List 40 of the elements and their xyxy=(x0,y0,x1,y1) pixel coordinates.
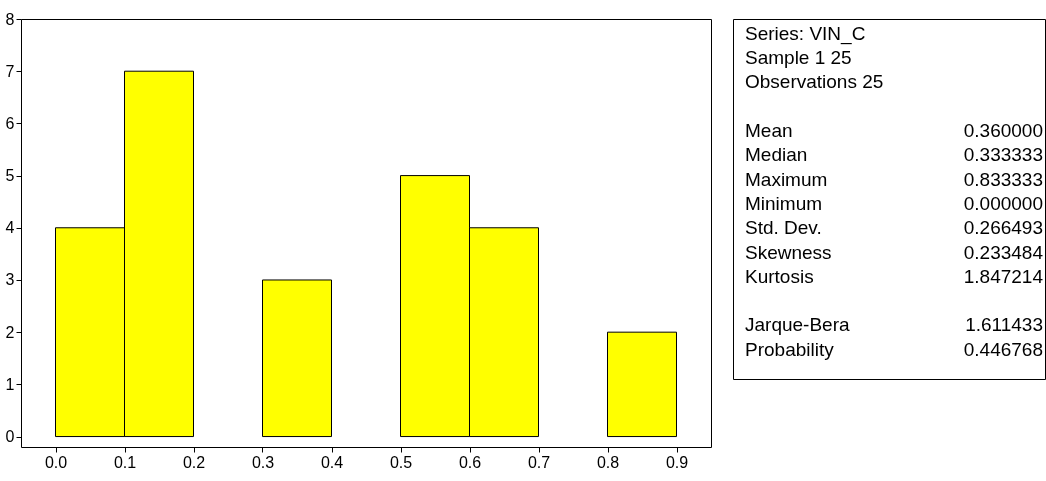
x-tick-label: 0.1 xyxy=(113,453,137,471)
x-tick-label: 0.5 xyxy=(389,453,413,471)
x-tick-label: 0.9 xyxy=(665,453,689,471)
x-tick-label: 0.4 xyxy=(320,453,344,471)
x-tick-label: 0.3 xyxy=(251,453,275,471)
x-tick-label: 0.8 xyxy=(596,453,620,471)
x-tick-label: 0.7 xyxy=(527,453,551,471)
y-tick-label: 4 xyxy=(5,219,15,237)
category-label: Kurtosis xyxy=(745,265,814,287)
category-label: Jarque-Bera xyxy=(745,314,850,336)
y-tick-label: 1 xyxy=(5,375,15,393)
y-tick-label: 8 xyxy=(5,10,15,28)
x-tick-label: 0.6 xyxy=(458,453,482,471)
category-label: Minimum xyxy=(745,192,823,214)
text: 1.611433 xyxy=(965,314,1043,336)
text: 0.333333 xyxy=(963,144,1043,166)
category-label: Median xyxy=(745,144,808,166)
category-label: Probability xyxy=(745,338,835,360)
text: 0.360000 xyxy=(963,119,1043,141)
category-label: Std. Dev. xyxy=(745,217,822,239)
y-tick-label: 2 xyxy=(5,323,15,341)
y-tick-label: 7 xyxy=(5,62,15,80)
text: Sample 1 25 xyxy=(745,46,852,68)
x-tick-label: 0.2 xyxy=(182,453,206,471)
text: 0.233484 xyxy=(963,241,1043,263)
text: Series: VIN_C xyxy=(745,22,866,45)
text: Observations 25 xyxy=(745,71,884,93)
text: 0.266493 xyxy=(963,217,1043,239)
category-label: Maximum xyxy=(745,168,828,190)
y-tick-label: 3 xyxy=(5,271,15,289)
y-tick-label: 0 xyxy=(5,428,15,446)
text: 0.000000 xyxy=(963,192,1043,214)
y-tick-label: 6 xyxy=(5,114,15,132)
text: 0.446768 xyxy=(963,338,1043,360)
y-tick-label: 5 xyxy=(5,167,15,185)
category-label: Mean xyxy=(745,119,793,141)
category-label: Skewness xyxy=(745,241,832,263)
text: 0.833333 xyxy=(963,168,1043,190)
text: 1.847214 xyxy=(963,265,1043,287)
x-tick-label: 0.0 xyxy=(44,453,68,471)
